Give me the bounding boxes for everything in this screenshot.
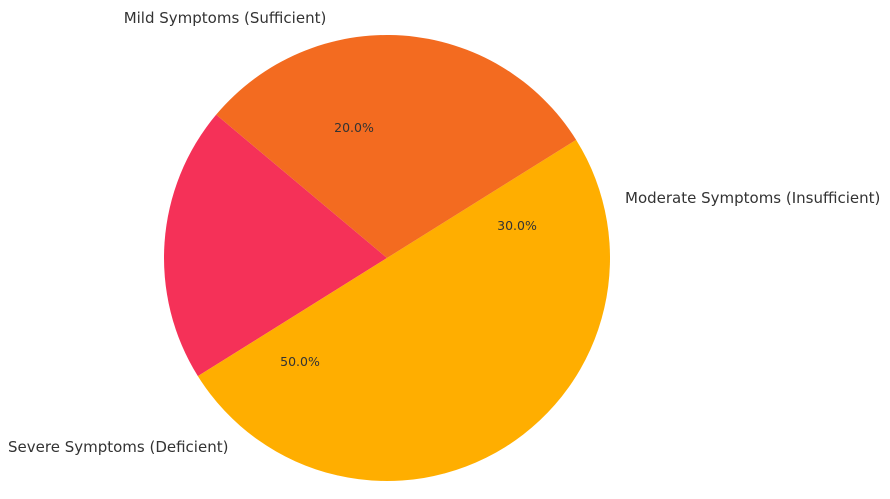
- pie-slice-moderate: [216, 34, 577, 259]
- slice-label-mild: Mild Symptoms (Sufficient): [124, 9, 327, 27]
- slice-percent-label-severe: 50.0%: [280, 354, 320, 369]
- slice-percent-label-moderate: 30.0%: [497, 218, 537, 233]
- pie-slice-mild: [164, 114, 387, 377]
- pie-slices: [164, 34, 611, 482]
- slice-label-severe: Severe Symptoms (Deficient): [8, 438, 228, 456]
- pie-slice-severe: [197, 139, 611, 482]
- slice-label-moderate: Moderate Symptoms (Insufficient): [625, 189, 880, 207]
- slice-percent-label-mild: 20.0%: [334, 120, 374, 135]
